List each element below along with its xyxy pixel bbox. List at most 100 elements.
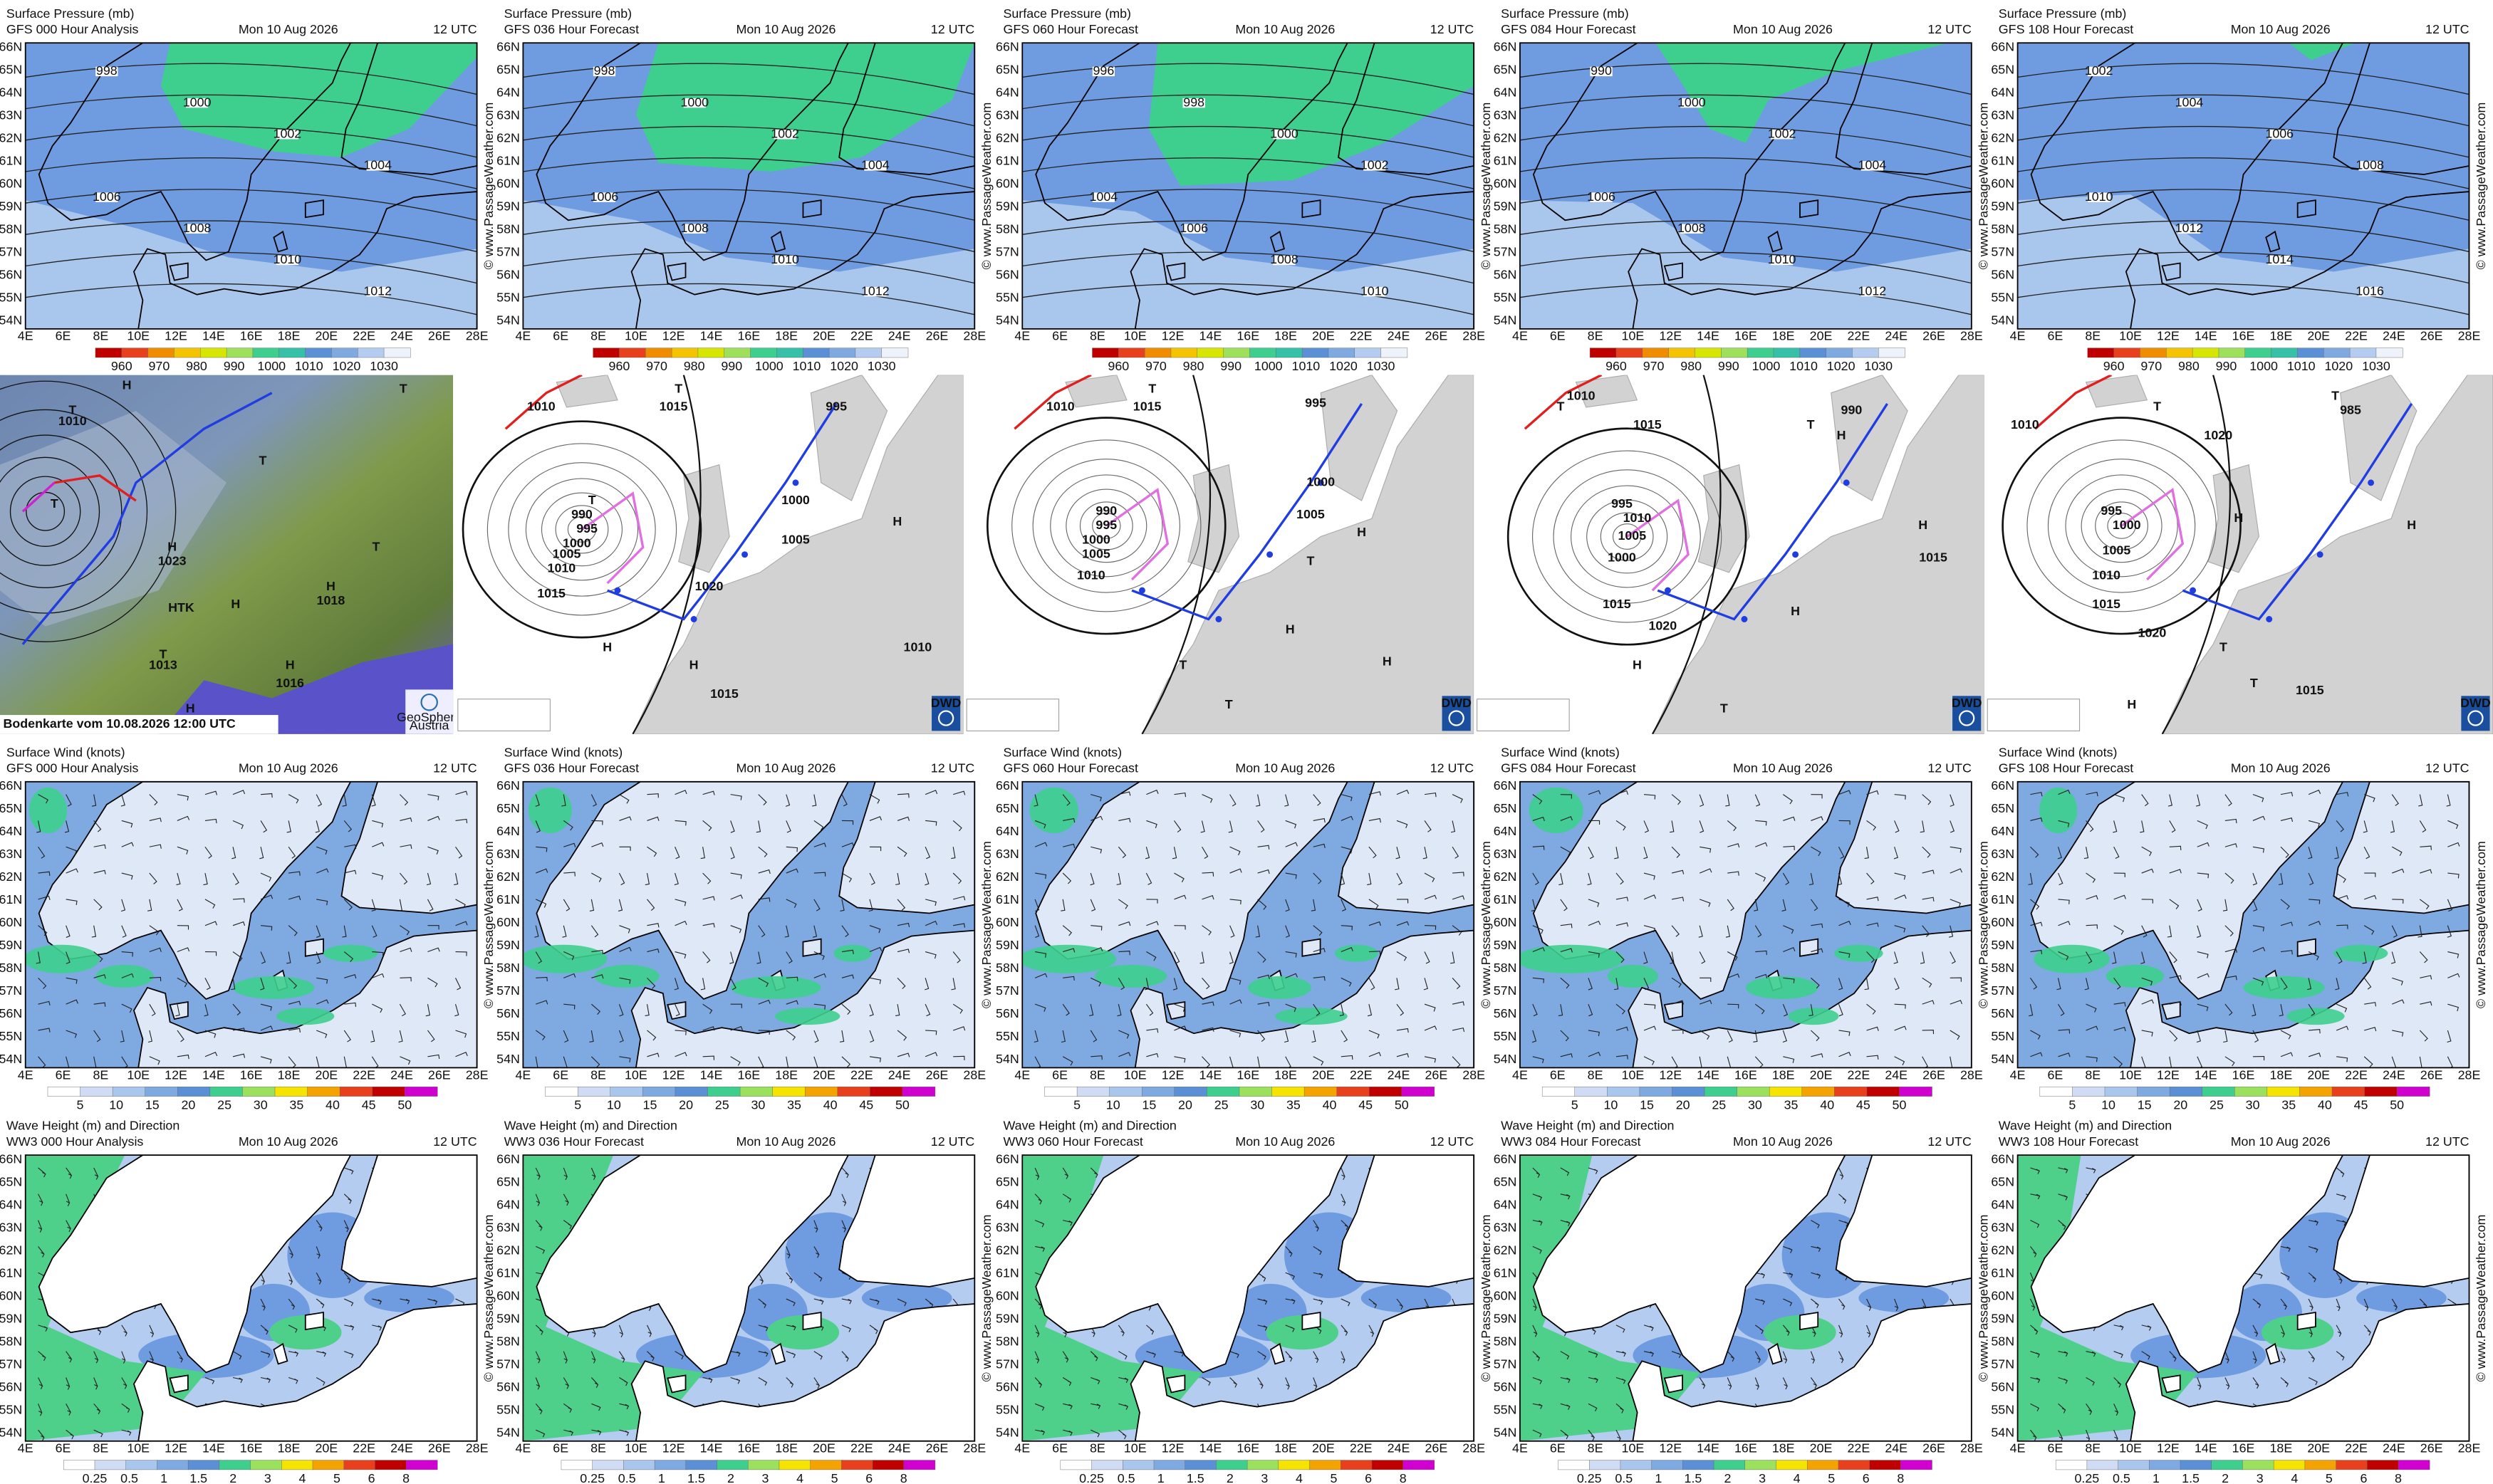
wave-arrow	[2058, 1403, 2066, 1414]
wind-barb	[563, 842, 576, 847]
wind-barb	[1202, 977, 1210, 990]
wave-arrow	[1118, 1376, 1129, 1384]
wind-barb	[786, 820, 791, 833]
watermark: © www.PassageWeather.com	[1976, 103, 1990, 270]
isobar	[523, 251, 975, 284]
wind-barb	[563, 1003, 576, 1010]
wave-arrow	[1313, 1351, 1319, 1364]
wind-barb	[204, 846, 212, 859]
pressure-label: 1015	[537, 586, 566, 600]
wind-strong	[730, 976, 821, 1000]
wind-barb	[2252, 1030, 2259, 1043]
wind-barb	[1950, 820, 1955, 833]
colorbar-segment	[1672, 1086, 1705, 1097]
occlusion	[1105, 488, 1170, 581]
colorbar-segment	[1869, 1460, 1902, 1470]
wind-barb	[813, 842, 826, 847]
wind-barb	[344, 1002, 357, 1008]
wind-barb	[1783, 816, 1796, 821]
lon-label: 22E	[850, 1441, 873, 1456]
colorbar-segment	[1704, 1086, 1738, 1097]
wind-barb	[786, 846, 798, 852]
wave-arrow	[288, 1246, 293, 1258]
lat-label: 59N	[1494, 1311, 1517, 1325]
wind-strong	[1607, 964, 1658, 988]
wind-barb	[288, 1028, 301, 1033]
wind-barb	[260, 894, 274, 900]
panel-date: Mon 10 Aug 2026	[1733, 1134, 1833, 1149]
wind-barb	[591, 974, 604, 979]
pressure-label: 1015	[1633, 417, 1662, 432]
colorbar-segment	[2104, 1086, 2138, 1097]
panel-title: Surface Wind (knots)	[6, 745, 125, 759]
lat-label: 56N	[1991, 1379, 2014, 1394]
isobar-label: 1000	[680, 95, 709, 109]
lat-label: 66N	[996, 1152, 1019, 1166]
lon-label: 28E	[1462, 1441, 1485, 1456]
panel-time: 12 UTC	[2425, 1134, 2469, 1149]
colorbar-segment	[1899, 1086, 1932, 1097]
wind-strong	[95, 964, 154, 988]
coastline	[1301, 938, 1321, 957]
wind-barb	[149, 976, 162, 982]
lat-label: 63N	[1991, 847, 2014, 861]
wind-strong	[1834, 944, 1883, 962]
lat-label: 63N	[996, 847, 1019, 861]
wind-barb	[645, 1004, 650, 1016]
wind-barb	[204, 899, 216, 909]
wind-barb	[1452, 895, 1465, 900]
wind-barb	[1671, 869, 1685, 874]
wind-barb	[1531, 1030, 1537, 1043]
wind-barb	[455, 899, 466, 909]
wind-barb	[702, 951, 711, 963]
wave-arrow	[1810, 1377, 1817, 1389]
lat-label: 65N	[1494, 63, 1517, 77]
wave-arrow	[730, 1376, 741, 1384]
wind-barb	[841, 794, 848, 807]
wave-arrow	[563, 1220, 572, 1230]
wind-barb	[343, 1030, 351, 1043]
wind-barb	[1894, 1056, 1905, 1066]
wind-barb	[1615, 951, 1625, 963]
wind-barb	[316, 951, 321, 964]
wind-barb	[730, 925, 742, 934]
wind-barb	[2336, 895, 2349, 900]
lat-label: 65N	[996, 1175, 1019, 1189]
coastline	[2265, 230, 2281, 253]
colorbar-label: 1010	[295, 359, 323, 373]
pressure-label: T	[68, 403, 76, 417]
lat-label: 65N	[0, 1175, 22, 1189]
wind-barb	[38, 1028, 51, 1033]
watermark: © www.PassageWeather.com	[979, 841, 994, 1008]
wind-barb	[1174, 1003, 1185, 1012]
wind-barb	[1311, 1030, 1316, 1043]
colorbar-segment	[1142, 1086, 1175, 1097]
lat-label: 59N	[996, 1311, 1019, 1325]
lat-label: 54N	[0, 313, 22, 327]
pressure-label: 1010	[1077, 568, 1105, 582]
wave-arrow	[1782, 1351, 1788, 1364]
colorbar-segment	[610, 1086, 644, 1097]
wind-barb	[952, 951, 961, 963]
coastline	[340, 781, 477, 914]
pressure-label: H	[1791, 604, 1800, 618]
colorbar-label: 25	[1214, 1098, 1229, 1112]
wind-barb	[1588, 1052, 1601, 1057]
wind-barb	[121, 842, 134, 847]
wind-barb	[1808, 1004, 1813, 1016]
colorbar-segment	[157, 1460, 189, 1470]
coastline	[1269, 1342, 1285, 1365]
isobar	[1652, 375, 1722, 734]
wind-barb	[1199, 951, 1204, 964]
coastline	[802, 1311, 822, 1331]
wind-barb	[675, 790, 687, 795]
land	[1575, 375, 1638, 408]
wind-barb	[2419, 1030, 2428, 1042]
wind-barb	[730, 894, 743, 900]
isobar-label-bg	[2268, 255, 2291, 266]
wind-barb	[1615, 897, 1629, 902]
wind-barb	[1783, 1056, 1795, 1063]
coastline	[2125, 191, 2469, 329]
wave-arrow	[1866, 1324, 1871, 1338]
wind-barb	[455, 818, 468, 824]
